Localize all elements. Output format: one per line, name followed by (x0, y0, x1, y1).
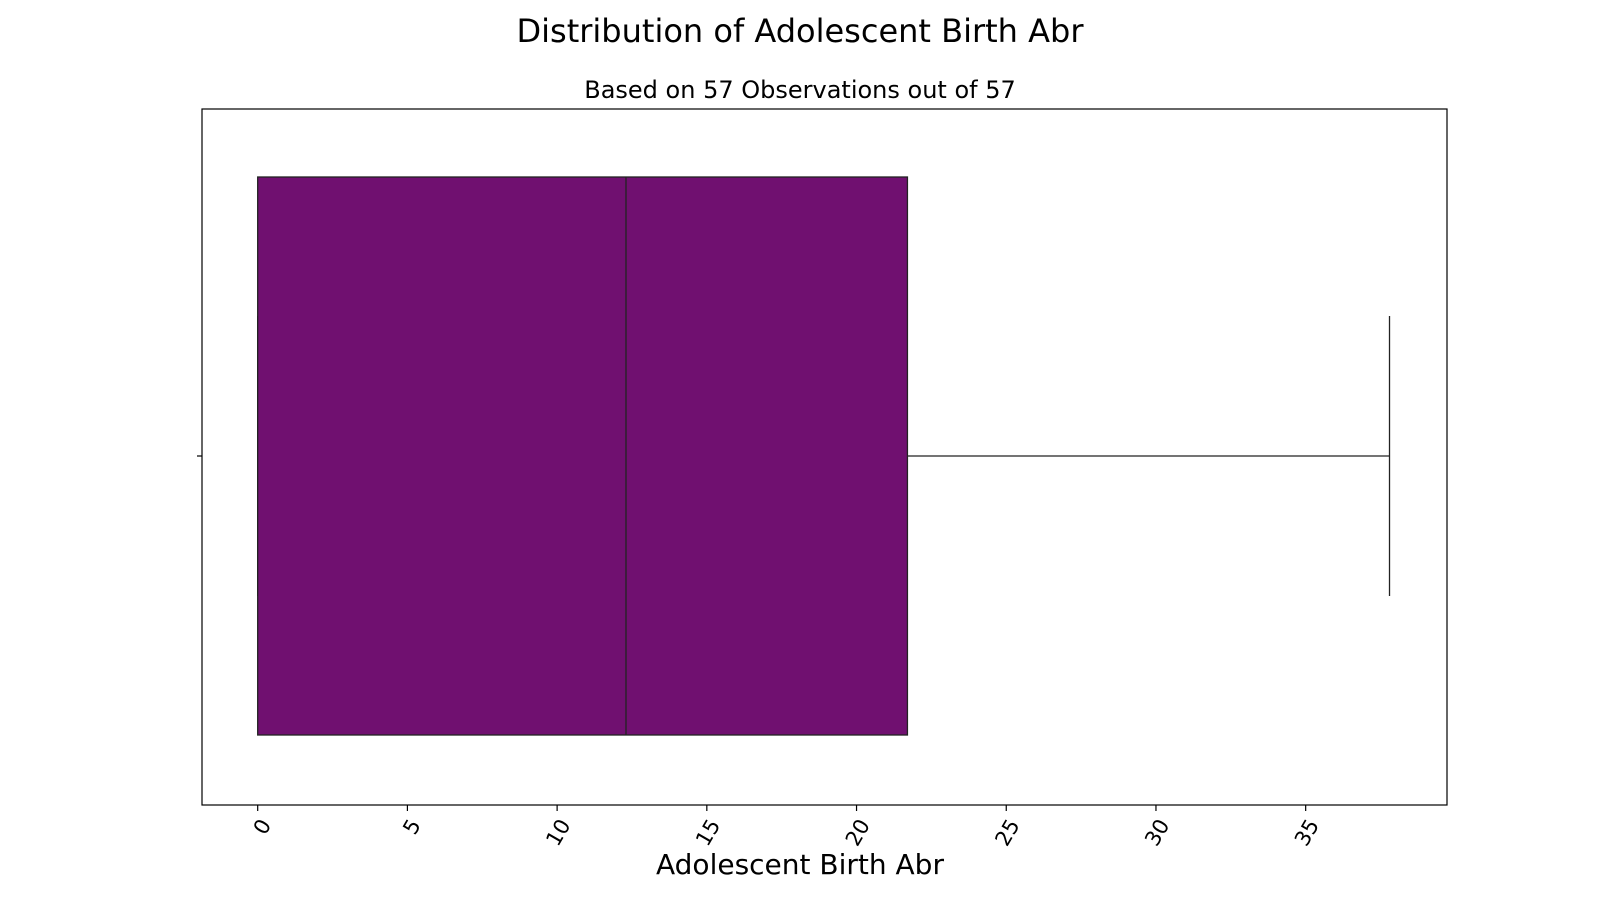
plot-frame (201, 108, 1448, 806)
chart-title: Distribution of Adolescent Birth Abr (516, 12, 1084, 50)
x-tick-label: 15 (691, 815, 725, 850)
x-tick-label: 25 (990, 815, 1024, 850)
x-tick-label: 0 (249, 815, 276, 839)
x-axis-label: Adolescent Birth Abr (656, 848, 944, 881)
x-tick-label: 35 (1290, 815, 1324, 850)
iqr-box (257, 176, 909, 736)
x-tick-label: 5 (398, 815, 425, 839)
x-tick-label: 10 (541, 815, 575, 850)
chart-subtitle: Based on 57 Observations out of 57 (584, 76, 1016, 104)
x-tick-label: 30 (1140, 815, 1174, 850)
x-tick-label: 20 (841, 815, 875, 850)
